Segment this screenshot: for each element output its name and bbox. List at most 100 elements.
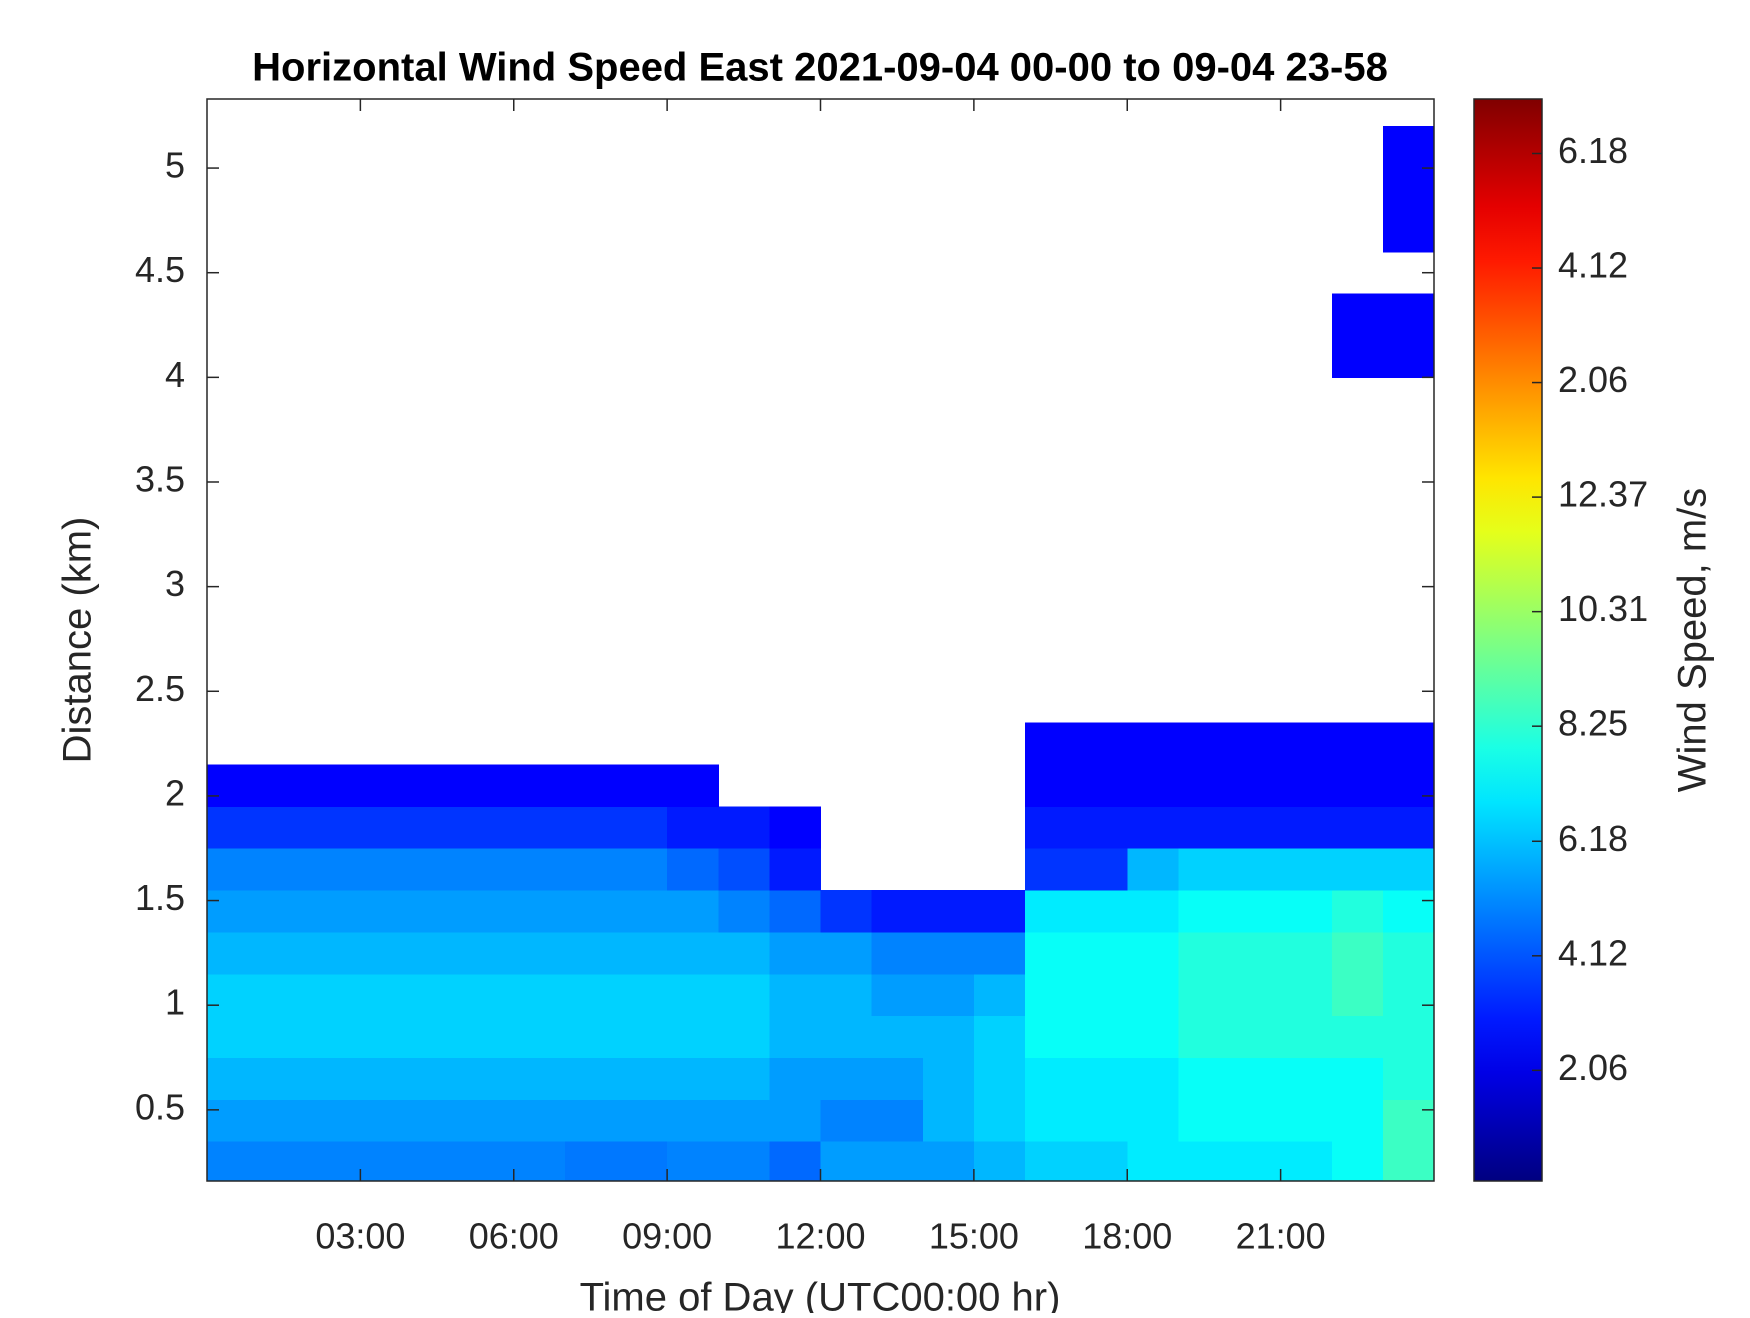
heatmap-cell (1025, 931, 1077, 975)
heatmap-cell (411, 1141, 464, 1182)
heatmap-cell (1127, 722, 1179, 766)
heatmap-cell (1025, 848, 1077, 891)
heatmap-cell (309, 931, 361, 975)
heatmap-cell (207, 764, 259, 807)
heatmap-cell (973, 1057, 1026, 1100)
heatmap-cell (258, 1141, 310, 1182)
heatmap-cell (1331, 931, 1384, 975)
heatmap-cell (1331, 1141, 1384, 1182)
heatmap-cell (1025, 1015, 1077, 1059)
y-axis-label: Distance (km) (56, 517, 100, 764)
heatmap-cell (820, 931, 873, 975)
y-tick-label: 4.5 (135, 249, 185, 290)
heatmap-cell (1076, 1015, 1128, 1059)
heatmap-cell (1076, 1099, 1128, 1142)
colorbar-tick-label: 12.37 (1558, 474, 1648, 515)
heatmap-cell (973, 973, 1026, 1017)
heatmap-cell (1280, 848, 1333, 891)
heatmap-cell (564, 806, 617, 849)
heatmap-cell (1229, 1141, 1282, 1182)
heatmap-cell (411, 931, 464, 975)
heatmap-cell (462, 806, 515, 849)
colorbar-tick-label: 6.18 (1558, 818, 1628, 859)
y-tick-label: 2 (165, 772, 185, 813)
heatmap-cell (718, 1141, 770, 1182)
heatmap-cell (1331, 890, 1384, 933)
heatmap-cell (1178, 848, 1230, 891)
y-tick-label: 5 (165, 145, 185, 186)
heatmap-cell (616, 848, 668, 891)
heatmap-cell (718, 806, 770, 849)
heatmap-cell (1178, 890, 1230, 933)
y-tick-label: 4 (165, 354, 185, 395)
colorbar-tick-label: 2.06 (1558, 1047, 1628, 1088)
heatmap-cell (616, 890, 668, 933)
heatmap-cell (360, 764, 412, 807)
colorbar-tick-label: 8.25 (1558, 703, 1628, 744)
heatmap-cell (462, 848, 515, 891)
heatmap-cell (1025, 722, 1077, 766)
heatmap-cell (207, 1057, 259, 1100)
heatmap-cell (564, 973, 617, 1017)
heatmap-cell (973, 890, 1026, 933)
heatmap-cell (922, 1141, 975, 1182)
heatmap-cell (616, 973, 668, 1017)
heatmap-cell (871, 1015, 924, 1059)
heatmap-cell (1025, 890, 1077, 933)
heatmap-cell (1229, 1099, 1282, 1142)
heatmap-cell (922, 890, 975, 933)
heatmap-cell (1127, 890, 1179, 933)
heatmap-cell (1229, 722, 1282, 766)
heatmap-cell (667, 806, 719, 849)
y-tick-label: 1 (165, 982, 185, 1023)
heatmap-cell (922, 1015, 975, 1059)
heatmap-cell (871, 1099, 924, 1142)
heatmap-cell (207, 1141, 259, 1182)
heatmap-cell (411, 764, 464, 807)
heatmap-cell (1382, 1141, 1435, 1182)
heatmap-cell (360, 1015, 412, 1059)
heatmap-cell (769, 1141, 821, 1182)
heatmap-cell (1331, 1099, 1384, 1142)
heatmap-cell (820, 1141, 873, 1182)
heatmap-cell (769, 806, 821, 849)
heatmap-cell (1178, 1015, 1230, 1059)
heatmap-cell (309, 806, 361, 849)
heatmap-cell (718, 1057, 770, 1100)
heatmap-cell (1127, 1057, 1179, 1100)
heatmap-cell (769, 1015, 821, 1059)
heatmap-cell (360, 806, 412, 849)
heatmap-cell (667, 848, 719, 891)
heatmap-cell (718, 848, 770, 891)
heatmap-cell (1127, 1015, 1179, 1059)
heatmap-cell (1127, 931, 1179, 975)
heatmap-cell (513, 1099, 566, 1142)
heatmap-cell (513, 973, 566, 1017)
heatmap-cell (360, 848, 412, 891)
heatmap-cell (1025, 764, 1077, 807)
heatmap-cell (1229, 806, 1282, 849)
heatmap-cell (207, 890, 259, 933)
x-tick-label: 03:00 (315, 1216, 405, 1257)
heatmap-cell (360, 1141, 412, 1182)
heatmap-cell (973, 1099, 1026, 1142)
heatmap-cell (1229, 890, 1282, 933)
heatmap-cell (1229, 1057, 1282, 1100)
heatmap-cell (309, 1015, 361, 1059)
heatmap-cell (564, 764, 617, 807)
heatmap-cell (1382, 806, 1435, 849)
heatmap-cell (309, 848, 361, 891)
heatmap-cell (258, 890, 310, 933)
heatmap-cell (1127, 1099, 1179, 1142)
heatmap-cell (820, 973, 873, 1017)
heatmap-cell (1076, 764, 1128, 807)
heatmap-cell (462, 890, 515, 933)
heatmap-cell (513, 1141, 566, 1182)
heatmap-cell (360, 973, 412, 1017)
heatmap-cell (1280, 931, 1333, 975)
heatmap-cell (513, 806, 566, 849)
heatmap-cell (258, 1099, 310, 1142)
heatmap-cell (1229, 1015, 1282, 1059)
x-axis-label: Time of Day (UTC00:00 hr) (580, 1276, 1061, 1313)
